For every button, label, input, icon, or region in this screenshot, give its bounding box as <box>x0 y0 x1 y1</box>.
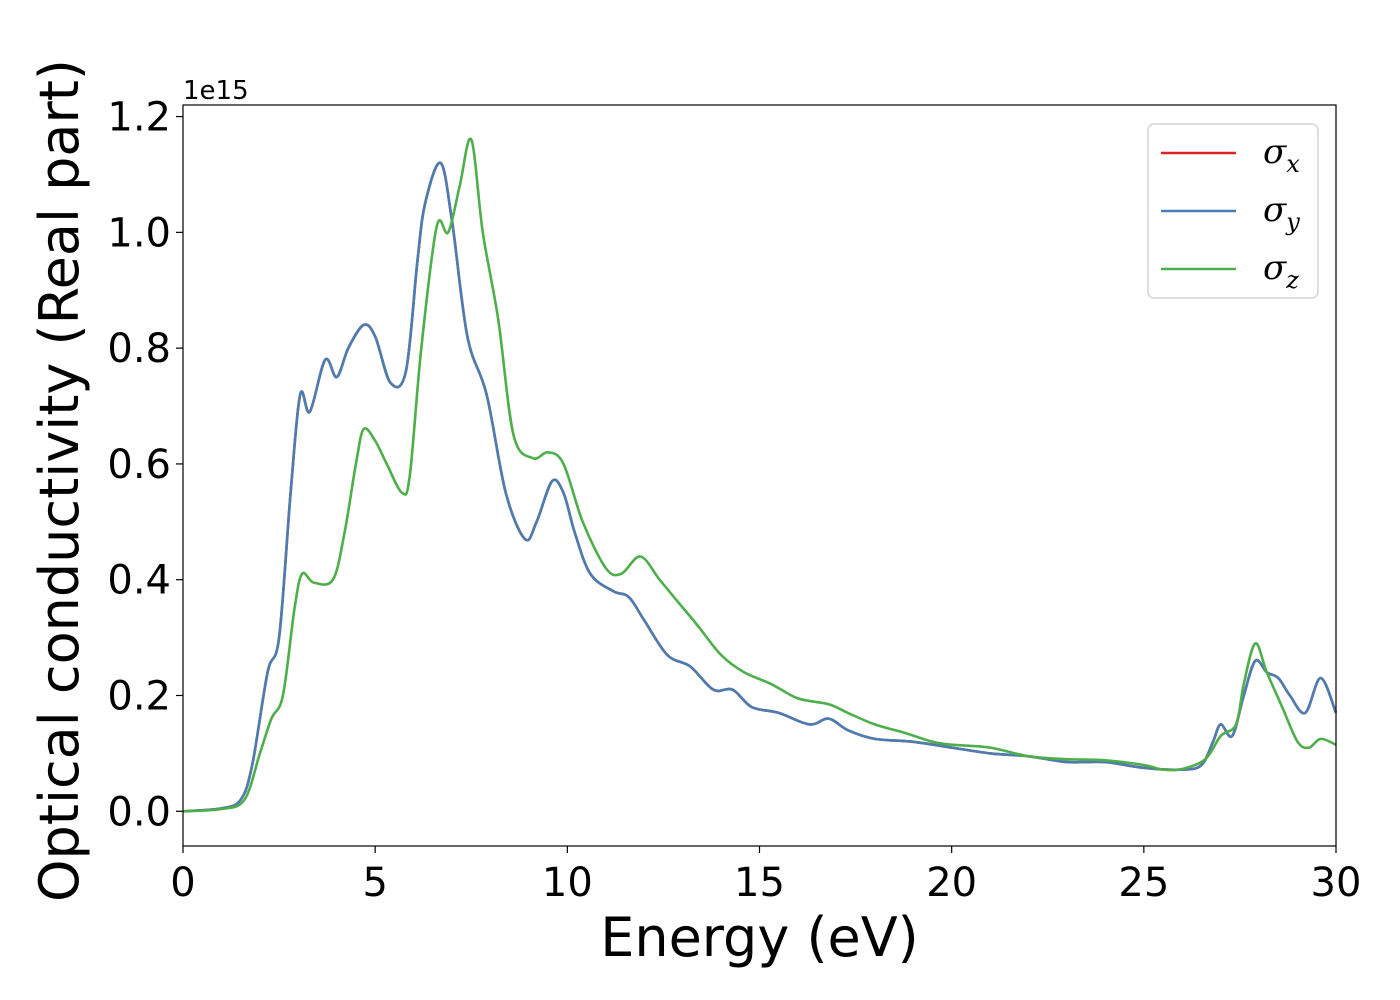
y-axis-title: Optical conductivity (Real part) <box>28 59 91 902</box>
x-tick-label: 0 <box>170 860 195 906</box>
x-tick-label: 5 <box>362 860 387 906</box>
y-tick-label: 0.4 <box>107 558 171 604</box>
x-tick-label: 10 <box>542 860 593 906</box>
series-line-y <box>182 161 1338 813</box>
y-tick-label: 0.0 <box>107 789 171 835</box>
y-tick-label: 1.2 <box>107 95 171 141</box>
x-tick-label: 20 <box>926 860 977 906</box>
series-line-z <box>182 137 1337 813</box>
x-tick-label: 25 <box>1118 860 1169 906</box>
y-tick-label: 0.2 <box>107 673 171 719</box>
plot-lines <box>182 137 1338 813</box>
y-tick-label: 1.0 <box>107 210 171 256</box>
x-axis-ticks: 0 5 10 15 20 25 30 <box>170 846 1361 906</box>
x-axis-title: Energy (eV) <box>600 906 919 969</box>
y-tick-label: 0.6 <box>107 442 171 488</box>
y-axis-ticks: 0.0 0.2 0.4 0.6 0.8 1.0 1.2 <box>107 95 183 835</box>
y-tick-label: 0.8 <box>107 326 171 372</box>
x-tick-label: 15 <box>734 860 785 906</box>
legend-label-z: σz <box>1263 248 1299 294</box>
y-axis-offset-label: 1e15 <box>183 76 249 106</box>
x-tick-label: 30 <box>1311 860 1362 906</box>
